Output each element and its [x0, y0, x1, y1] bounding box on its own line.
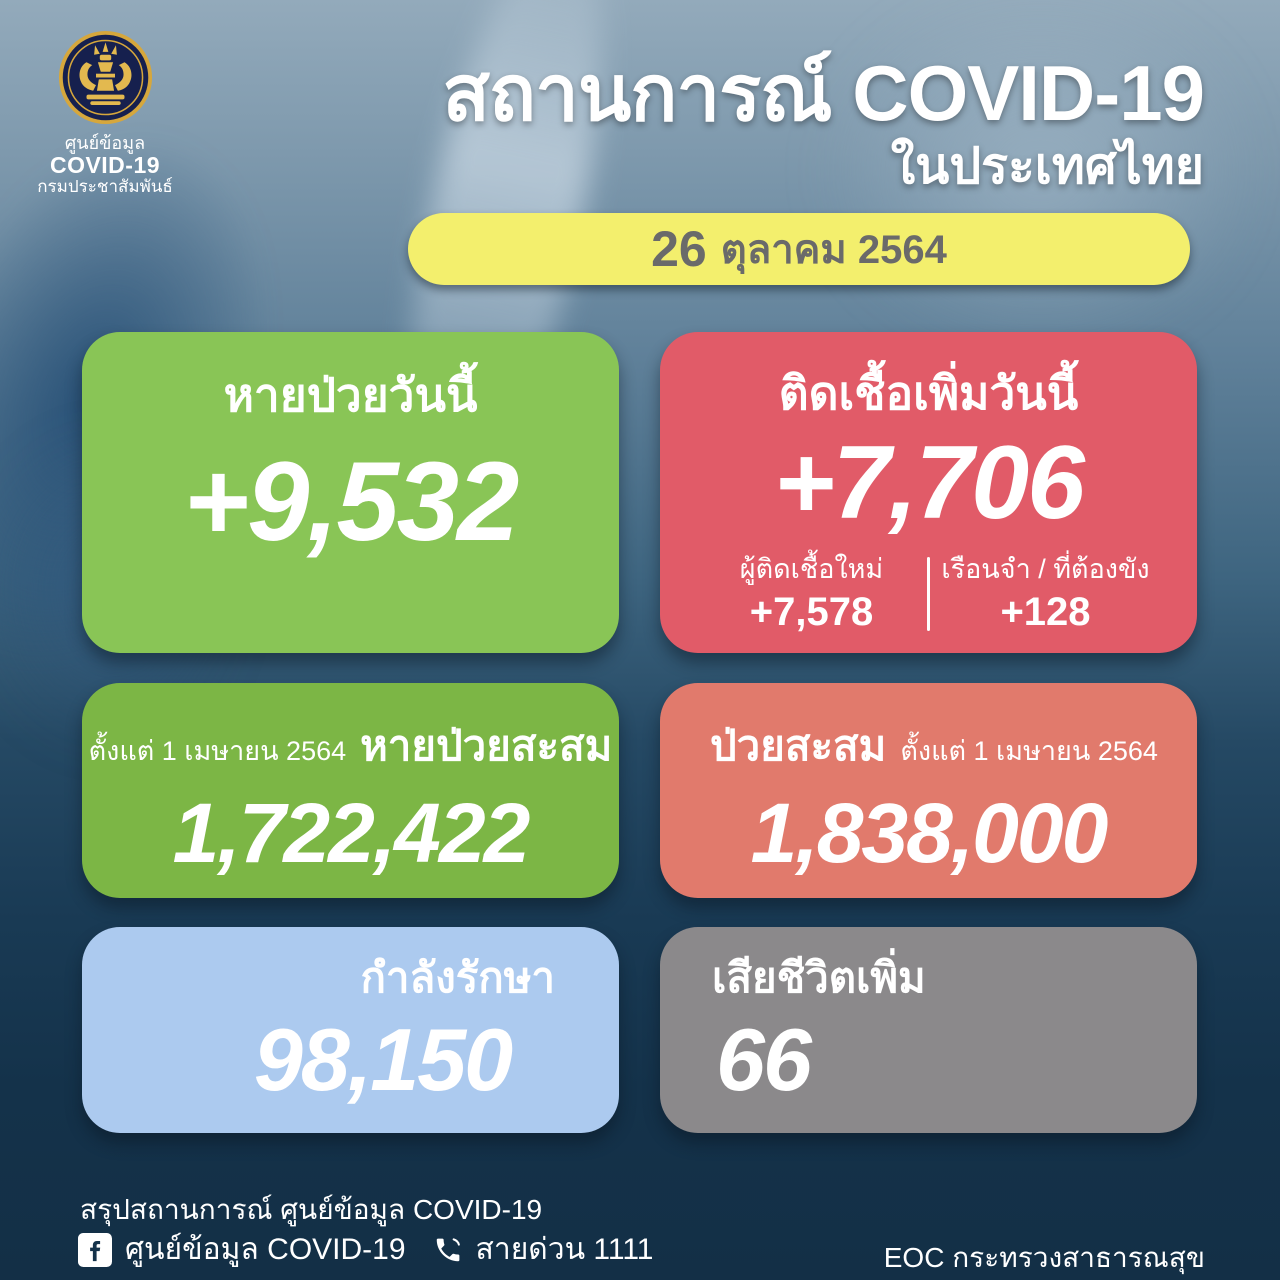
breakdown-general: ผู้ติดเชื้อใหม่ +7,578 [696, 552, 927, 637]
card-in-treatment: กำลังรักษา 98,150 [82, 927, 619, 1133]
new-cases-value: +7,706 [774, 425, 1085, 542]
new-cases-breakdown: ผู้ติดเชื้อใหม่ +7,578 เรือนจำ / ที่ต้อง… [696, 552, 1161, 637]
hotline-label: สายด่วน 1111 [475, 1233, 654, 1266]
card-new-cases-today: ติดเชื้อเพิ่มวันนี้ +7,706 ผู้ติดเชื้อให… [660, 332, 1197, 653]
phone-icon [436, 1237, 460, 1261]
in-treatment-value: 98,150 [253, 1010, 513, 1110]
recovered-today-label: หายป่วยวันนี้ [223, 369, 478, 421]
logo-text-line3: กรมประชาสัมพันธ์ [37, 177, 173, 196]
breakdown-prison-label: เรือนจำ / ที่ต้องขัง [941, 553, 1150, 584]
government-seal-icon [58, 30, 152, 125]
footer-summary: สรุปสถานการณ์ ศูนย์ข้อมูล COVID-19 [80, 1194, 543, 1225]
breakdown-divider [927, 557, 930, 632]
breakdown-general-label: ผู้ติดเชื้อใหม่ [739, 553, 884, 584]
footer-social-row: ศูนย์ข้อมูล COVID-19 สายด่วน 1111 [78, 1226, 654, 1273]
date-day: 26 [651, 221, 707, 277]
date-month-year: ตุลาคม 2564 [720, 228, 947, 272]
recovered-cumulative-label: หายป่วยสะสม [360, 722, 613, 769]
logo-text-line1: ศูนย์ข้อมูล [64, 133, 146, 153]
breakdown-prison: เรือนจำ / ที่ต้องขัง +128 [930, 552, 1161, 637]
card-recovered-today: หายป่วยวันนี้ +9,532 [82, 332, 619, 653]
recovered-since-label: ตั้งแต่ 1 เมษายน 2564 [88, 736, 347, 766]
date-banner: 26 ตุลาคม 2564 [408, 213, 1190, 285]
facebook-page-label: ศูนย์ข้อมูล COVID-19 [125, 1233, 406, 1266]
page-title: สถานการณ์ COVID-19 [442, 49, 1205, 137]
facebook-icon [78, 1232, 112, 1267]
breakdown-general-value: +7,578 [749, 590, 874, 634]
deaths-value: 66 [716, 1010, 812, 1110]
in-treatment-label: กำลังรักษา [360, 954, 555, 1001]
card-cases-cumulative: ป่วยสะสม ตั้งแต่ 1 เมษายน 2564 1,838,000 [660, 683, 1197, 898]
card-deaths-today: เสียชีวิตเพิ่ม 66 [660, 927, 1197, 1133]
page-subtitle: ในประเทศไทย [890, 138, 1204, 195]
recovered-cumulative-value: 1,722,422 [172, 786, 531, 880]
cases-cumulative-label: ป่วยสะสม [710, 722, 887, 769]
recovered-cumulative-heading: ตั้งแต่ 1 เมษายน 2564 หายป่วยสะสม [89, 713, 613, 779]
card-recovered-cumulative: ตั้งแต่ 1 เมษายน 2564 หายป่วยสะสม 1,722,… [82, 683, 619, 898]
header: สถานการณ์ COVID-19 ในประเทศไทย [442, 49, 1205, 195]
eoc-credit: EOC กระทรวงสาธารณสุข [883, 1242, 1205, 1273]
deaths-label: เสียชีวิตเพิ่ม [712, 954, 926, 1001]
logo-text-line2: COVID-19 [49, 152, 161, 178]
breakdown-prison-value: +128 [1000, 590, 1091, 634]
new-cases-label: ติดเชื้อเพิ่มวันนี้ [778, 367, 1079, 419]
cases-since-label: ตั้งแต่ 1 เมษายน 2564 [900, 736, 1158, 766]
cases-cumulative-value: 1,838,000 [750, 786, 1109, 880]
prd-logo: ศูนย์ข้อมูล COVID-19 กรมประชาสัมพันธ์ [15, 30, 195, 197]
cases-cumulative-heading: ป่วยสะสม ตั้งแต่ 1 เมษายน 2564 [660, 713, 1197, 779]
recovered-today-value: +9,532 [183, 439, 520, 565]
